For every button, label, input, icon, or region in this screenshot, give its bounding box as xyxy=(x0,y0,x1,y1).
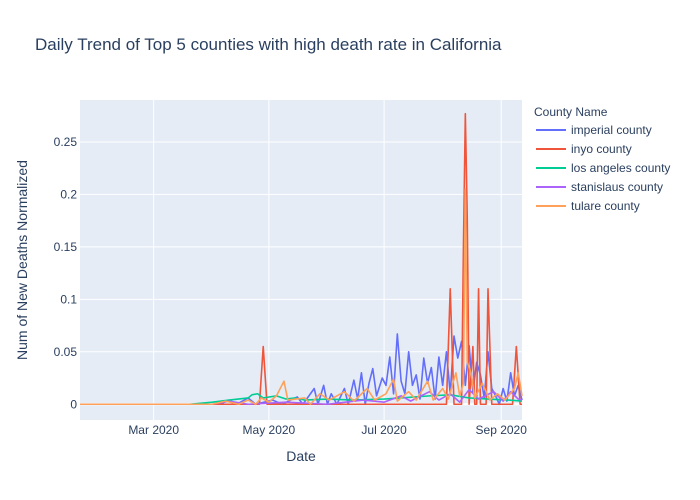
y-tick-label: 0.05 xyxy=(54,345,78,359)
series-line xyxy=(80,388,523,406)
y-tick-label: 0.2 xyxy=(60,187,77,201)
series-lines xyxy=(80,112,523,406)
legend-label: inyo county xyxy=(571,142,632,156)
x-tick-label: May 2020 xyxy=(243,423,296,437)
x-gridlines xyxy=(153,100,502,420)
x-axis-title: Date xyxy=(286,448,316,464)
x-tick-label: Mar 2020 xyxy=(128,423,179,437)
legend-item[interactable]: imperial county xyxy=(536,123,652,137)
legend-label: stanislaus county xyxy=(571,180,663,194)
legend: County Name imperial county inyo county lo… xyxy=(534,105,670,213)
x-tick-label: Sep 2020 xyxy=(476,423,528,437)
legend-item[interactable]: tulare county xyxy=(536,199,640,213)
legend-item[interactable]: inyo county xyxy=(536,142,632,156)
legend-item[interactable]: stanislaus county xyxy=(536,180,663,194)
legend-label: imperial county xyxy=(571,123,652,137)
legend-title: County Name xyxy=(534,105,608,119)
legend-items: imperial county inyo county los angeles co… xyxy=(536,123,670,213)
chart-title: Daily Trend of Top 5 counties with high … xyxy=(35,35,502,54)
series-line xyxy=(80,333,523,406)
legend-label: tulare county xyxy=(571,199,640,213)
y-tick-label: 0.15 xyxy=(54,240,78,254)
series-line xyxy=(80,188,523,406)
legend-item[interactable]: los angeles county xyxy=(536,161,670,175)
legend-label: los angeles county xyxy=(571,161,670,175)
y-tick-label: 0.25 xyxy=(54,135,78,149)
y-tick-label: 0 xyxy=(70,397,77,411)
plot-background xyxy=(80,100,522,420)
y-tick-label: 0.1 xyxy=(60,292,77,306)
x-tick-label: Jul 2020 xyxy=(361,423,407,437)
y-axis-title: Num of New Deaths Normalized xyxy=(14,160,30,360)
y-axis-ticks: 0 0.05 0.1 0.15 0.2 0.25 xyxy=(54,135,78,411)
x-axis-ticks: Mar 2020 May 2020 Jul 2020 Sep 2020 xyxy=(128,423,527,437)
